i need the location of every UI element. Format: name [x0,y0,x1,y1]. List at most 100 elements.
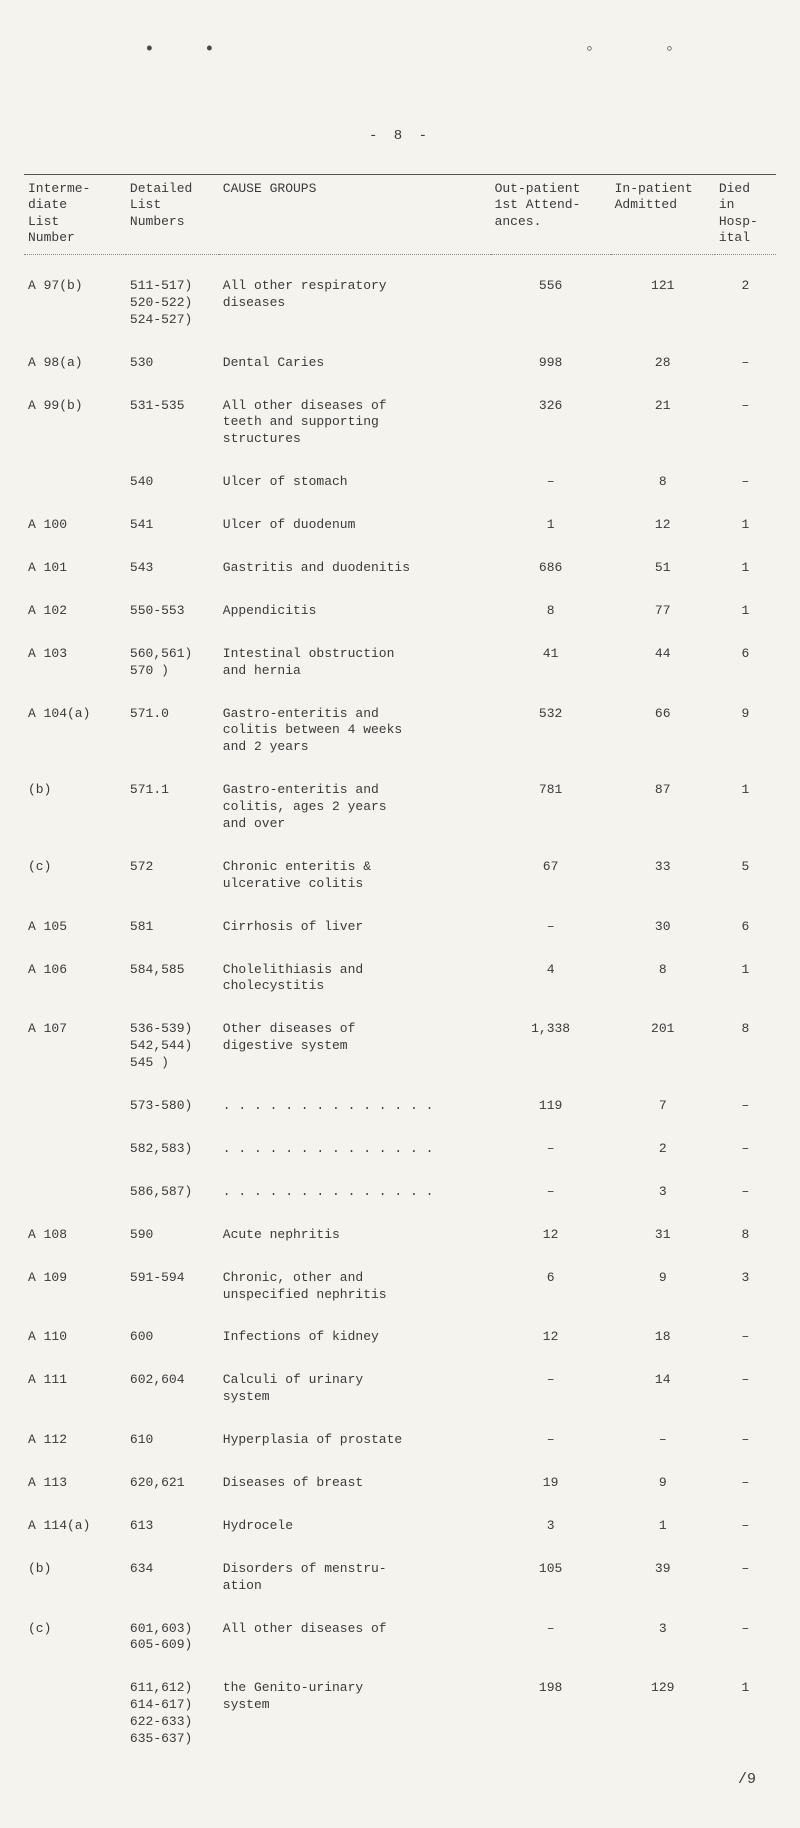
cell-cause: Other diseases of digestive system [219,1018,491,1075]
cell-outpatient: 4 [491,959,611,999]
cell-inpatient: 28 [611,352,715,375]
artifact-dot: ◦ [664,40,675,60]
cell-died: 1 [715,600,776,623]
cell-outpatient: 67 [491,856,611,896]
table-row: A 113620,621Diseases of breast199– [24,1472,776,1495]
cell-intermediate [24,1181,126,1204]
table-row: (c)601,603) 605-609)All other diseases o… [24,1618,776,1658]
cell-intermediate [24,471,126,494]
table-row: 586,587). . . . . . . . . . . . . .–3– [24,1181,776,1204]
cell-detailed: 536-539) 542,544) 545 ) [126,1018,219,1075]
table-row: 573-580). . . . . . . . . . . . . .1197– [24,1095,776,1118]
cell-outpatient: 8 [491,600,611,623]
cell-intermediate: (b) [24,1558,126,1598]
cell-died: 6 [715,916,776,939]
cell-cause: All other diseases of teeth and supporti… [219,395,491,452]
cell-cause: Hyperplasia of prostate [219,1429,491,1452]
cell-inpatient: 87 [611,779,715,836]
table-header-row: Interme- diate List Number Detailed List… [24,175,776,255]
cell-inpatient: 33 [611,856,715,896]
table-row: A 104(a)571.0Gastro-enteritis and coliti… [24,703,776,760]
cell-outpatient: 1,338 [491,1018,611,1075]
cell-cause: Infections of kidney [219,1326,491,1349]
cell-intermediate: A 113 [24,1472,126,1495]
cell-detailed: 601,603) 605-609) [126,1618,219,1658]
cell-died: – [715,1618,776,1658]
cell-died: 1 [715,557,776,580]
table-row: A 99(b)531-535All other diseases of teet… [24,395,776,452]
cell-outpatient: 19 [491,1472,611,1495]
cell-inpatient: 1 [611,1515,715,1538]
cell-outpatient: – [491,1369,611,1409]
cell-outpatient: – [491,471,611,494]
table-row: A 102550-553Appendicitis8771 [24,600,776,623]
cell-detailed: 511-517) 520-522) 524-527) [126,275,219,332]
cell-detailed: 586,587) [126,1181,219,1204]
cell-cause: Gastro-enteritis and colitis, ages 2 yea… [219,779,491,836]
cell-died: 6 [715,643,776,683]
table-row: A 101543Gastritis and duodenitis686511 [24,557,776,580]
table-row: A 109591-594Chronic, other and unspecifi… [24,1267,776,1307]
cell-outpatient: 1 [491,514,611,537]
cell-detailed: 590 [126,1224,219,1247]
cell-intermediate: A 110 [24,1326,126,1349]
cell-intermediate: A 111 [24,1369,126,1409]
cell-died: – [715,352,776,375]
scan-artifacts: • • ◦ ◦ [24,40,776,58]
cell-detailed: 584,585 [126,959,219,999]
cell-died: – [715,1515,776,1538]
cell-cause: Chronic enteritis & ulcerative colitis [219,856,491,896]
cell-detailed: 572 [126,856,219,896]
cell-detailed: 591-594 [126,1267,219,1307]
cell-intermediate [24,1138,126,1161]
th-outpatient: Out-patient 1st Attend- ances. [491,175,611,255]
continuation-mark: /9 [24,1771,776,1788]
table-row: A 112610Hyperplasia of prostate––– [24,1429,776,1452]
cell-detailed: 540 [126,471,219,494]
table-row: A 97(b)511-517) 520-522) 524-527)All oth… [24,275,776,332]
cell-intermediate: A 112 [24,1429,126,1452]
cell-died: 1 [715,514,776,537]
cell-detailed: 530 [126,352,219,375]
cell-outpatient: 686 [491,557,611,580]
table-row: A 103560,561) 570 )Intestinal obstructio… [24,643,776,683]
cell-inpatient: 14 [611,1369,715,1409]
artifact-dot: • [144,40,155,60]
cell-cause: All other respiratory diseases [219,275,491,332]
cell-cause: Hydrocele [219,1515,491,1538]
cell-detailed: 634 [126,1558,219,1598]
cell-died: – [715,1326,776,1349]
cell-outpatient: 3 [491,1515,611,1538]
cell-detailed: 582,583) [126,1138,219,1161]
cell-cause: Cholelithiasis and cholecystitis [219,959,491,999]
cell-inpatient: 51 [611,557,715,580]
cell-outpatient: 12 [491,1224,611,1247]
cell-outpatient: 781 [491,779,611,836]
table-row: A 114(a)613Hydrocele31– [24,1515,776,1538]
cell-outpatient: – [491,916,611,939]
cell-intermediate: A 114(a) [24,1515,126,1538]
cell-intermediate: (b) [24,779,126,836]
cell-cause: Ulcer of duodenum [219,514,491,537]
cell-outpatient: 6 [491,1267,611,1307]
cell-intermediate: A 99(b) [24,395,126,452]
cell-cause: Chronic, other and unspecified nephritis [219,1267,491,1307]
cell-inpatient: 77 [611,600,715,623]
table-row: (c)572Chronic enteritis & ulcerative col… [24,856,776,896]
cell-intermediate: A 103 [24,643,126,683]
cell-cause: . . . . . . . . . . . . . . [219,1138,491,1161]
cell-intermediate: A 104(a) [24,703,126,760]
artifact-dot: • [204,40,215,60]
cell-inpatient: 39 [611,1558,715,1598]
table-row: 582,583). . . . . . . . . . . . . .–2– [24,1138,776,1161]
cell-intermediate: A 98(a) [24,352,126,375]
table-body: A 97(b)511-517) 520-522) 524-527)All oth… [24,255,776,1771]
cell-inpatient: 30 [611,916,715,939]
cell-detailed: 620,621 [126,1472,219,1495]
cell-inpatient: 121 [611,275,715,332]
th-cause: CAUSE GROUPS [219,175,491,255]
cell-intermediate: A 107 [24,1018,126,1075]
cell-cause: the Genito-urinary system [219,1677,491,1751]
cell-cause: Gastro-enteritis and colitis between 4 w… [219,703,491,760]
cell-outpatient: 998 [491,352,611,375]
